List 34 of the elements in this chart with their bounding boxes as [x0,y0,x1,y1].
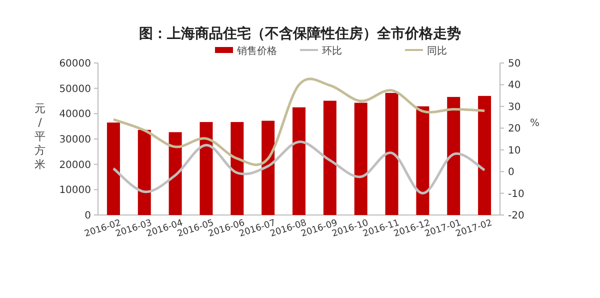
y-tick-label: 10000 [59,185,91,196]
bar [478,96,492,215]
y2-tick-label: 40 [508,80,521,92]
bar [385,92,398,215]
y2-tick-label: 30 [508,102,521,113]
y-tick-label: 0 [84,210,91,222]
legend-label: 同比 [427,45,447,57]
chart-title: 图：上海商品住宅（不含保障性住房）全市价格走势 [139,25,461,42]
y-axis-title: 元/平方米 [34,102,46,171]
bar [292,107,306,215]
y-tick-label: 60000 [59,58,91,70]
bar [106,122,120,215]
y2-tick-label: 0 [508,167,514,178]
y2-tick-label: -20 [508,210,524,222]
y2-axis-title: % [530,118,540,129]
y2-tick-label: -10 [508,188,524,200]
bar [323,100,336,215]
bar [447,96,460,215]
y2-tick-label: 50 [508,58,521,70]
y-tick-label: 40000 [59,109,91,120]
bar [230,122,244,215]
y-tick-label: 50000 [59,84,91,95]
y2-tick-label: 20 [508,124,521,135]
bar [416,106,430,215]
bar [262,120,275,215]
bar [200,122,213,215]
y2-tick-label: 10 [508,145,521,156]
y-tick-label: 30000 [59,134,91,146]
bar [354,102,368,215]
bar [138,130,151,215]
legend-label: 销售价格 [236,45,277,57]
y-tick-label: 20000 [59,160,91,171]
legend-label: 环比 [322,45,342,57]
bar [168,132,182,215]
